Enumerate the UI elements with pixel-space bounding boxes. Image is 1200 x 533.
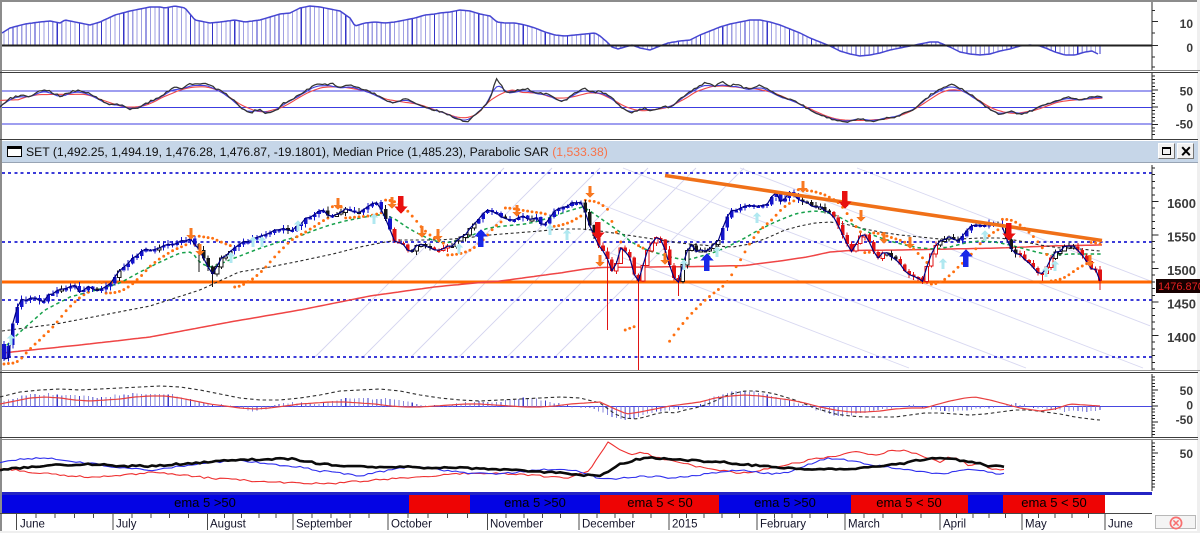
svg-text:-50: -50	[1176, 118, 1194, 132]
svg-text:0: 0	[1186, 41, 1193, 55]
svg-text:July: July	[116, 519, 137, 531]
svg-text:1450: 1450	[1167, 297, 1196, 312]
svg-text:50: 50	[1180, 384, 1194, 398]
svg-text:December: December	[582, 519, 635, 531]
svg-text:10: 10	[1180, 17, 1194, 31]
svg-text:April: April	[943, 519, 966, 531]
svg-text:March: March	[848, 519, 880, 531]
svg-text:June: June	[20, 519, 45, 531]
svg-text:1550: 1550	[1167, 230, 1196, 245]
svg-text:May: May	[1025, 519, 1047, 531]
svg-text:September: September	[296, 519, 352, 531]
svg-text:1400: 1400	[1167, 330, 1196, 345]
svg-text:1476.870: 1476.870	[1158, 281, 1200, 293]
svg-text:February: February	[760, 519, 806, 531]
svg-text:August: August	[210, 519, 247, 531]
svg-text:50: 50	[1180, 447, 1194, 461]
svg-text:1500: 1500	[1167, 263, 1196, 278]
svg-text:50: 50	[1180, 85, 1194, 99]
svg-text:0: 0	[1186, 101, 1193, 115]
svg-text:November: November	[490, 519, 543, 531]
svg-text:1600: 1600	[1167, 196, 1196, 211]
svg-text:2015: 2015	[672, 519, 698, 531]
svg-text:-50: -50	[1176, 413, 1194, 427]
svg-text:0: 0	[1186, 399, 1193, 413]
svg-text:October: October	[391, 519, 432, 531]
svg-text:June: June	[1108, 519, 1133, 531]
